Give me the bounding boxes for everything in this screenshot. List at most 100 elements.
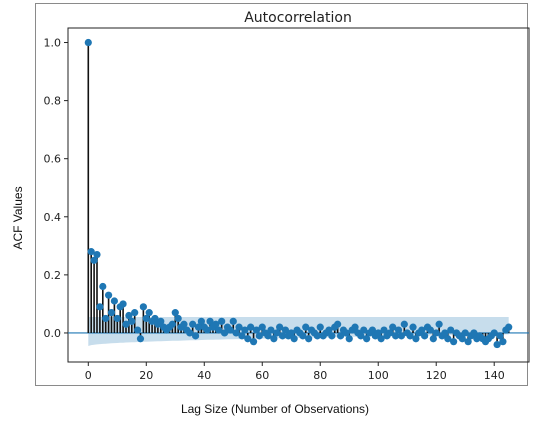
- acf-point: [139, 303, 147, 311]
- y-tick-label: 0.2: [44, 269, 62, 282]
- acf-point: [386, 329, 394, 337]
- acf-point: [249, 338, 258, 346]
- acf-point: [104, 291, 113, 299]
- acf-point: [235, 323, 243, 331]
- acf-point: [119, 300, 127, 308]
- acf-point: [99, 282, 107, 291]
- y-tick-label: 0.4: [44, 211, 62, 224]
- acf-point: [171, 309, 179, 317]
- acf-point: [267, 326, 275, 334]
- y-tick-label: 0.6: [44, 153, 62, 166]
- acf-point: [325, 326, 333, 334]
- acf-point: [125, 311, 133, 320]
- acf-point: [342, 329, 350, 337]
- acf-point: [305, 335, 313, 343]
- acf-point: [421, 332, 429, 340]
- acf-point: [464, 338, 472, 346]
- acf-point: [397, 332, 406, 340]
- acf-point: [255, 332, 263, 340]
- acf-point: [258, 323, 266, 331]
- acf-point: [406, 332, 414, 340]
- acf-point: [238, 332, 246, 340]
- acf-point: [264, 332, 272, 340]
- acf-point: [360, 326, 368, 334]
- acf-point: [400, 320, 408, 328]
- x-tick-label: 80: [313, 369, 327, 382]
- acf-point: [191, 332, 200, 340]
- acf-point: [299, 332, 307, 340]
- acf-point: [316, 323, 324, 331]
- acf-point: [180, 320, 188, 328]
- acf-point: [232, 329, 240, 337]
- acf-point: [313, 332, 321, 340]
- acf-point: [131, 309, 139, 317]
- acf-point: [157, 317, 165, 325]
- acf-point: [218, 317, 226, 325]
- x-tick-label: 40: [197, 369, 211, 382]
- acf-point: [229, 317, 237, 325]
- acf-point: [368, 326, 377, 334]
- y-tick-label: 0.0: [44, 327, 62, 340]
- figure-border: [35, 3, 528, 386]
- acf-point: [273, 329, 281, 337]
- acf-point: [110, 297, 118, 305]
- acf-point: [441, 329, 449, 337]
- acf-point: [128, 317, 136, 325]
- acf-point: [447, 326, 455, 334]
- y-tick-label: 0.8: [44, 95, 62, 108]
- acf-point: [328, 332, 336, 340]
- acf-point: [96, 303, 104, 311]
- acf-point: [290, 335, 298, 343]
- acf-point: [426, 326, 435, 334]
- acf-point: [136, 335, 145, 343]
- acf-point: [194, 323, 203, 331]
- acf-point: [493, 340, 501, 349]
- acf-point: [87, 248, 95, 256]
- acf-point: [450, 338, 458, 346]
- acf-point: [215, 326, 223, 334]
- acf-point: [174, 314, 182, 323]
- acf-point: [226, 326, 234, 334]
- acf-point: [189, 320, 197, 328]
- acf-point: [168, 320, 176, 328]
- acf-point: [252, 326, 261, 334]
- acf-point: [429, 335, 437, 343]
- x-tick-label: 100: [368, 369, 389, 382]
- acf-point: [84, 38, 92, 47]
- acf-point: [432, 329, 440, 337]
- acf-point: [351, 323, 359, 331]
- acf-point: [409, 323, 417, 331]
- x-tick-label: 20: [139, 369, 153, 382]
- acf-point: [206, 317, 214, 325]
- acf-point: [281, 326, 290, 334]
- x-tick-label: 140: [484, 369, 505, 382]
- acf-point: [418, 326, 426, 334]
- acf-point: [458, 335, 466, 343]
- acf-point: [220, 329, 229, 337]
- acf-point: [287, 329, 295, 337]
- acf-point: [412, 335, 420, 343]
- acf-point: [357, 332, 365, 340]
- x-tick-label: 0: [85, 369, 92, 382]
- acf-point: [278, 332, 287, 340]
- acf-point: [444, 335, 452, 343]
- acf-point: [499, 338, 507, 346]
- acf-point: [212, 320, 220, 328]
- acf-point: [113, 314, 121, 323]
- acf-point: [122, 320, 130, 328]
- acf-point: [505, 323, 513, 331]
- acf-point: [142, 314, 150, 323]
- acf-point: [270, 335, 278, 343]
- y-tick-label: 1.0: [44, 37, 62, 50]
- acf-point: [203, 326, 211, 334]
- acf-point: [102, 314, 110, 323]
- acf-point: [377, 335, 385, 343]
- acf-point: [336, 332, 345, 340]
- x-tick-label: 120: [426, 369, 447, 382]
- acf-point: [186, 329, 194, 337]
- acf-point: [470, 329, 478, 337]
- y-axis-label: ACF Values: [11, 186, 25, 249]
- acf-point: [394, 326, 403, 334]
